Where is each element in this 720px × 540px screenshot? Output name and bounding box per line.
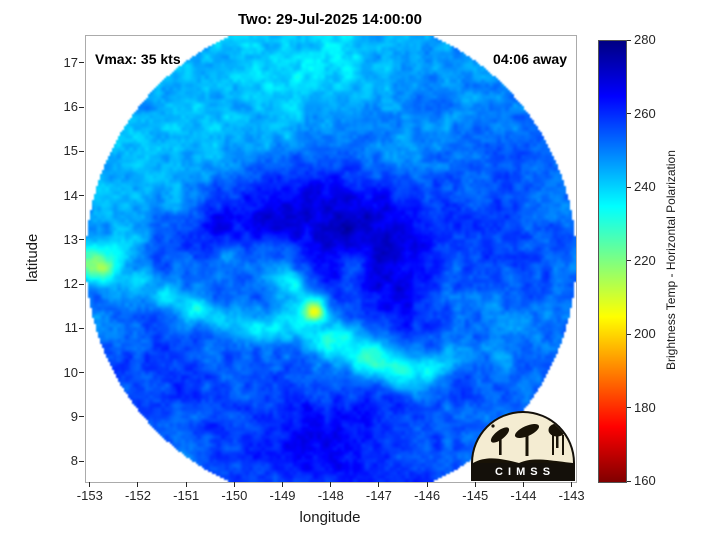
y-tick-label: 15: [63, 143, 78, 159]
colorbar-tick-mark: [627, 260, 631, 261]
y-tick-mark: [79, 372, 84, 374]
brightness-temp-canvas: [86, 36, 576, 482]
x-tick-label: -143: [558, 488, 585, 503]
x-tick-label: -146: [414, 488, 441, 503]
colorbar-tick-label: 180: [634, 399, 656, 415]
y-tick-label: 12: [63, 276, 78, 292]
x-axis-label: longitude: [299, 509, 361, 526]
y-tick-mark: [79, 416, 84, 418]
eta-annotation: 04:06 away: [493, 51, 567, 67]
colorbar-tick-label: 280: [634, 32, 656, 47]
y-tick-mark: [79, 239, 84, 241]
colorbar-tick-label: 240: [634, 179, 656, 194]
x-tick-label: -144: [510, 488, 537, 503]
colorbar-tick-mark: [627, 407, 631, 408]
x-tick-label: -147: [365, 488, 392, 503]
colorbar-tick-label: 220: [634, 252, 656, 268]
x-tick-label: -149: [269, 488, 296, 503]
colorbar-tick-mark: [627, 480, 631, 482]
y-tick-mark: [79, 62, 84, 64]
y-tick-label: 16: [63, 99, 78, 115]
colorbar-tick-mark: [627, 113, 631, 114]
cimss-logo: C I M S S: [471, 411, 575, 481]
x-tick-label: -153: [76, 488, 103, 503]
x-tick-label: -150: [221, 488, 248, 503]
y-tick-label: 8: [70, 453, 78, 469]
satellite-dish-icon: [514, 424, 540, 438]
x-tick-mark: [282, 482, 284, 487]
x-tick-mark: [89, 482, 91, 487]
ground-silhouette: [473, 458, 573, 463]
y-tick-mark: [79, 283, 84, 285]
plot-area: Vmax: 35 kts 04:06 away: [85, 35, 577, 483]
y-tick-mark: [79, 195, 84, 197]
x-tick-label: -151: [173, 488, 200, 503]
colorbar: [598, 40, 627, 483]
water-tower-icon: [548, 423, 566, 437]
x-tick-mark: [426, 482, 428, 487]
figure-title: Two: 29-Jul-2025 14:00:00: [238, 11, 422, 28]
y-tick-mark: [79, 150, 84, 152]
cimss-logo-art: [473, 418, 573, 463]
cimss-logo-dome: [471, 411, 575, 463]
y-tick-label: 10: [63, 364, 78, 380]
x-tick-label: -145: [462, 488, 489, 503]
x-tick-mark: [474, 482, 476, 487]
y-tick-label: 14: [63, 187, 78, 203]
colorbar-tick-mark: [627, 333, 631, 335]
y-tick-label: 13: [63, 231, 78, 247]
x-tick-mark: [378, 482, 380, 487]
y-tick-label: 11: [64, 320, 79, 336]
x-tick-mark: [571, 482, 573, 487]
colorbar-tick-mark: [627, 39, 631, 41]
y-tick-label: 9: [70, 408, 78, 424]
satellite-dish-icon: [490, 427, 510, 443]
x-tick-mark: [330, 482, 332, 487]
y-tick-mark: [79, 106, 84, 108]
colorbar-tick-label: 200: [634, 326, 656, 341]
x-tick-mark: [522, 482, 524, 487]
y-tick-mark: [79, 460, 84, 462]
x-tick-label: -148: [317, 488, 344, 503]
x-tick-mark: [233, 482, 235, 487]
x-tick-mark: [185, 482, 187, 487]
x-tick-mark: [137, 482, 139, 487]
colorbar-tick-mark: [627, 186, 631, 188]
colorbar-tick-label: 160: [634, 473, 656, 488]
y-tick-label: 17: [63, 54, 78, 70]
vmax-annotation: Vmax: 35 kts: [95, 51, 181, 67]
cimss-logo-text: C I M S S: [471, 463, 575, 481]
x-tick-label: -152: [124, 488, 151, 503]
colorbar-tick-label: 260: [634, 105, 656, 121]
y-tick-mark: [79, 327, 84, 329]
